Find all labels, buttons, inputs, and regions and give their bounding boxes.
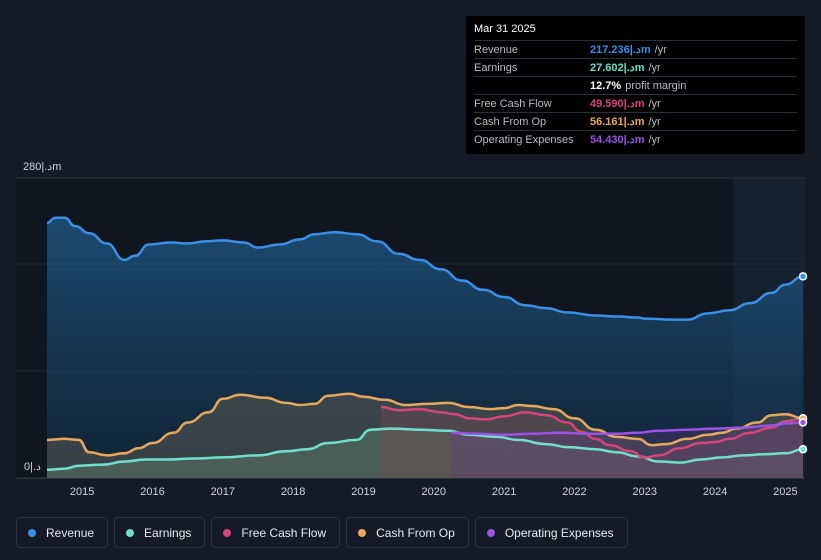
revenue-end-marker (798, 272, 808, 281)
x-tick-label-2025: 2025 (773, 486, 797, 498)
legend-label: Revenue (46, 525, 95, 540)
revenue-area (47, 217, 803, 479)
tooltip-value: 49.590|.دm (590, 98, 645, 110)
earnings-area (47, 428, 803, 478)
tooltip-label: Earnings (474, 61, 518, 74)
revenue-line (46, 216, 804, 321)
earnings-line (46, 427, 804, 472)
y-axis-top-label: 280|.دm (23, 161, 61, 173)
legend-label: Operating Expenses (504, 525, 614, 540)
tooltip-value: 217.236|.دm (590, 44, 651, 56)
tooltip-value: 56.161|.دm (590, 116, 645, 128)
tooltip-row-profit-margin: 12.7% profit margin (474, 76, 797, 94)
tooltip-unit: /yr (648, 133, 661, 146)
x-tick-label-2023: 2023 (633, 486, 657, 498)
legend-dot-icon (28, 528, 36, 537)
tooltip-row-revenue: Revenue 217.236|.دm/yr (474, 40, 797, 58)
x-tick-label-2019: 2019 (351, 486, 375, 498)
tooltip-row-earnings: Earnings 27.602|.دm/yr (474, 58, 797, 76)
legend-item-operating-expenses[interactable]: Operating Expenses (474, 517, 628, 548)
x-tick-label-2024: 2024 (703, 486, 727, 498)
tooltip-value: 54.430|.دm (590, 134, 645, 146)
y-axis-bottom-label: 0|.د (24, 461, 41, 473)
cash-from-op-line (46, 392, 804, 457)
tooltip-label: Revenue (474, 43, 519, 56)
legend-item-earnings[interactable]: Earnings (114, 517, 206, 548)
x-tick-label-2022: 2022 (562, 486, 586, 498)
tooltip-unit: /yr (648, 115, 661, 128)
x-tick-label-2020: 2020 (422, 486, 446, 498)
legend-label: Earnings (144, 525, 192, 540)
legend-dot-icon (486, 528, 495, 537)
x-tick-label-2016: 2016 (140, 486, 164, 498)
operating-expenses-end-marker (798, 418, 808, 427)
legend-dot-icon (223, 528, 232, 537)
tooltip-row-free-cash-flow: Free Cash Flow 49.590|.دm/yr (474, 94, 797, 112)
tooltip-label: Cash From Op (474, 115, 547, 128)
tooltip-unit: profit margin (625, 79, 687, 92)
tooltip-date: Mar 31 2025 (474, 23, 536, 35)
legend-dot-icon (358, 528, 367, 537)
tooltip-unit: /yr (654, 43, 667, 56)
legend-item-revenue[interactable]: Revenue (16, 517, 109, 548)
x-tick-label-2021: 2021 (492, 486, 516, 498)
x-tick-label-2018: 2018 (281, 486, 305, 498)
legend-label: Cash From Op (376, 525, 455, 540)
tooltip-label: Free Cash Flow (474, 97, 552, 110)
tooltip-row-operating-expenses: Operating Expenses 54.430|.دm/yr (474, 130, 797, 148)
legend-item-free-cash-flow[interactable]: Free Cash Flow (211, 517, 341, 548)
tooltip-value: 27.602|.دm (590, 62, 645, 74)
data-tooltip: Mar 31 2025 Revenue 217.236|.دm/yr Earning… (466, 16, 805, 154)
operating-expenses-line (451, 421, 804, 437)
x-tick-label-2015: 2015 (70, 486, 94, 498)
x-tick-label-2017: 2017 (211, 486, 235, 498)
tooltip-value: 12.7% (590, 79, 622, 92)
tooltip-unit: /yr (648, 61, 661, 74)
earnings-end-marker (798, 444, 808, 454)
chart-legend: Revenue Earnings Free Cash Flow Cash From O… (16, 517, 628, 548)
legend-label: Free Cash Flow (241, 525, 327, 540)
tooltip-label: Operating Expenses (474, 133, 574, 146)
tooltip-row-cash-from-op: Cash From Op 56.161|.دm/yr (474, 112, 797, 130)
legend-item-cash-from-op[interactable]: Cash From Op (346, 517, 469, 548)
free-cash-flow-line (380, 405, 804, 459)
tooltip-unit: /yr (648, 97, 661, 110)
legend-dot-icon (126, 528, 135, 537)
